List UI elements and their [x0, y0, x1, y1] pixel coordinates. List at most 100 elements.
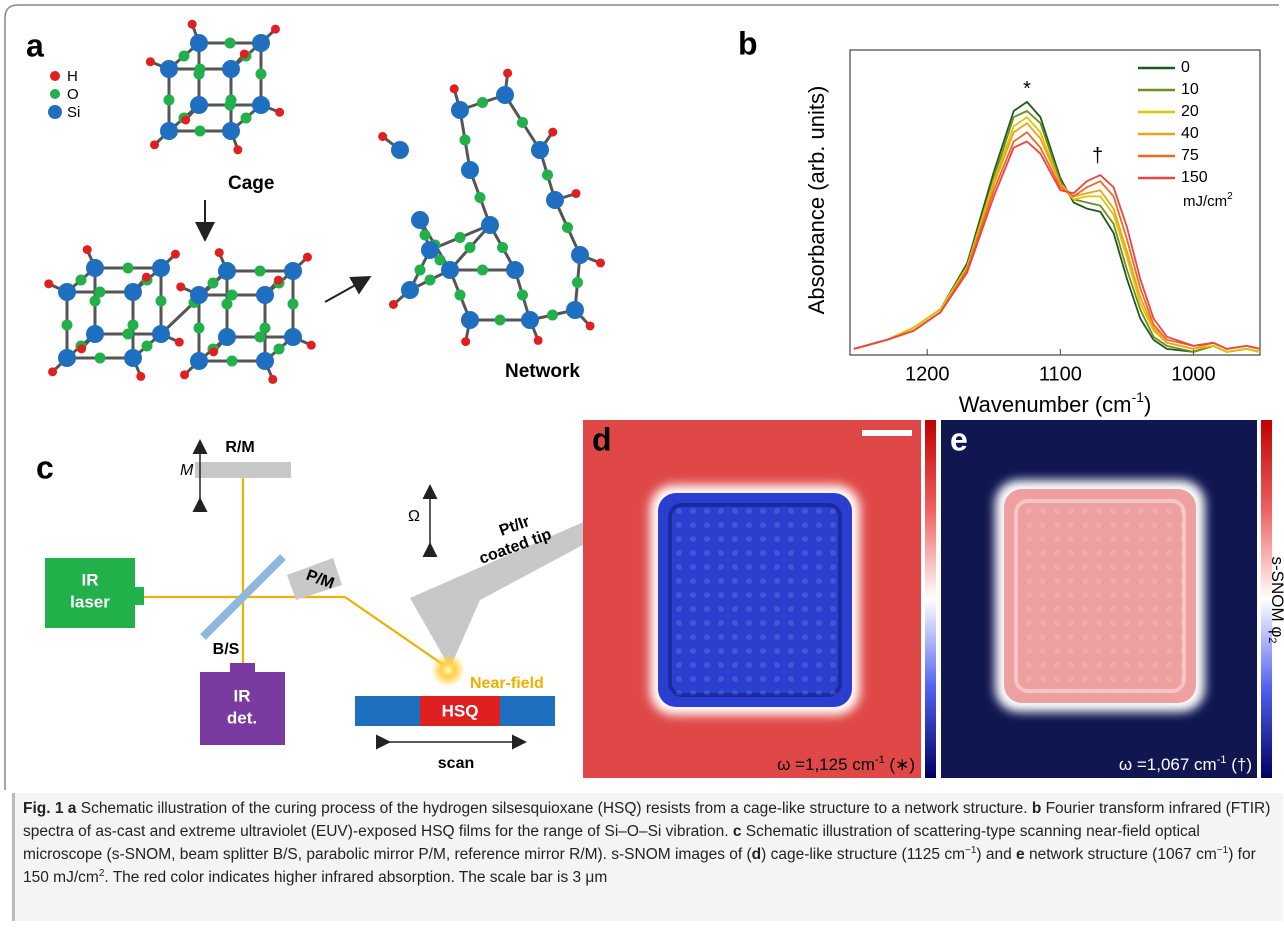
atom — [450, 84, 459, 93]
atom — [566, 301, 584, 319]
x-tick-label: 1000 — [1171, 363, 1216, 385]
atom — [252, 96, 270, 114]
bs-label: B/S — [213, 641, 240, 658]
legend-label: 150 — [1181, 169, 1208, 186]
snom-image — [941, 420, 1272, 778]
text: -1 — [1132, 389, 1145, 405]
atom — [208, 278, 219, 289]
atom — [190, 352, 208, 370]
atom — [58, 283, 76, 301]
atom — [284, 328, 302, 346]
atom — [156, 296, 167, 307]
atom — [180, 370, 189, 379]
frequency-label: ω =1,125 cm-1 (∗) — [777, 754, 915, 775]
atom — [62, 320, 73, 331]
legend-swatch — [50, 71, 60, 81]
atom — [455, 232, 466, 243]
atom — [86, 325, 104, 343]
atom — [150, 140, 159, 149]
atom — [503, 69, 512, 78]
atom — [460, 135, 471, 146]
atom — [215, 248, 224, 257]
arrow — [325, 278, 368, 302]
text: ) — [1144, 392, 1151, 417]
x-axis-label: Wavenumber (cm-1) — [959, 389, 1152, 417]
atom — [495, 315, 506, 326]
peak-annotation: † — [1092, 145, 1103, 167]
laser-label: IR — [82, 570, 99, 589]
legend-label: Si — [67, 104, 80, 121]
atom — [83, 245, 92, 254]
omega-label: Ω — [408, 508, 420, 525]
legend-swatch — [50, 89, 60, 99]
atom — [517, 290, 528, 301]
rm-label: R/M — [225, 439, 254, 456]
atom — [425, 275, 436, 286]
atom — [256, 286, 274, 304]
m-label: M — [180, 462, 194, 479]
atom — [255, 332, 266, 343]
panel-label: d — [592, 421, 612, 457]
atom — [461, 161, 479, 179]
atom — [190, 286, 208, 304]
atom — [146, 57, 155, 66]
atom — [225, 100, 236, 111]
text: mJ/cm — [1183, 193, 1227, 210]
atom — [303, 253, 312, 262]
atom — [252, 34, 270, 52]
atom — [546, 191, 564, 209]
atom — [391, 141, 409, 159]
atom — [44, 279, 53, 288]
atom — [136, 372, 145, 381]
ir-laser — [135, 587, 144, 605]
atom — [401, 281, 419, 299]
atom — [586, 321, 595, 330]
atom — [284, 262, 302, 280]
atom — [152, 259, 170, 277]
atom — [542, 170, 553, 181]
legend-label: 0 — [1181, 59, 1190, 76]
atom — [48, 367, 57, 376]
caption-text: . The red color indicates higher infrare… — [104, 869, 607, 886]
atom — [255, 266, 266, 277]
panel-label: e — [950, 421, 968, 457]
atom — [188, 20, 197, 29]
atom — [222, 122, 240, 140]
atom — [274, 344, 285, 355]
atoms — [44, 20, 605, 384]
atom — [124, 283, 142, 301]
frequency-label: ω =1,067 cm-1 (†) — [1119, 754, 1252, 775]
atom — [271, 25, 280, 34]
atom — [227, 356, 238, 367]
atom — [461, 311, 479, 329]
atom — [465, 242, 476, 253]
hsq-label: HSQ — [442, 701, 479, 720]
atom — [571, 246, 589, 264]
atom — [225, 38, 236, 49]
text: -1 — [1217, 754, 1227, 766]
spectrum-line — [854, 102, 1260, 352]
atom — [288, 299, 299, 310]
colorbar-label: s-SNOM φ2 — [1266, 556, 1284, 643]
atom — [451, 101, 469, 119]
atom — [441, 261, 459, 279]
snom-image — [583, 420, 936, 778]
atom — [477, 97, 488, 108]
atom — [160, 122, 178, 140]
atom — [307, 341, 316, 350]
near-field-glow — [431, 653, 465, 687]
atom — [76, 275, 87, 286]
atom — [142, 341, 153, 352]
text: s-SNOM φ — [1268, 556, 1284, 637]
atom — [124, 349, 142, 367]
text: (∗) — [885, 755, 915, 774]
atom — [415, 265, 426, 276]
atom — [548, 128, 557, 137]
cage-label: Cage — [228, 173, 274, 194]
atom — [275, 108, 284, 117]
spectrum-line — [854, 117, 1260, 352]
atom — [378, 132, 387, 141]
legend-swatch — [48, 105, 62, 119]
atom — [190, 96, 208, 114]
